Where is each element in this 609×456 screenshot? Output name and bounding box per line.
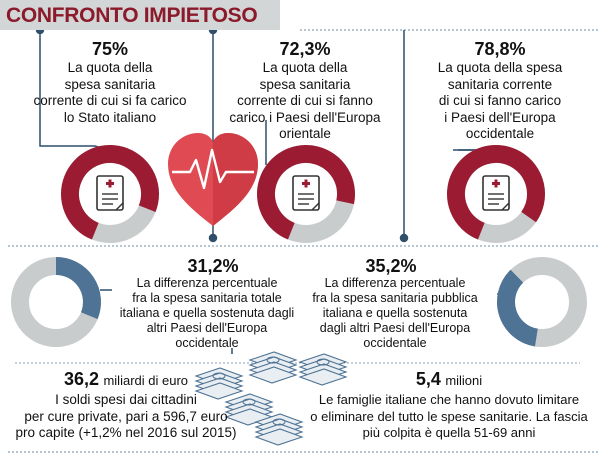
families-unit: milioni (445, 373, 483, 388)
stat-line: fra la spesa sanitaria pubblica (312, 291, 478, 305)
stat-line: o eliminare del tutto le spese sanitarie… (310, 408, 588, 424)
stat-value: 78,8% (474, 39, 526, 59)
stat-east-europe: 72,3% La quota della spesa sanitaria cor… (229, 38, 380, 143)
donut-top-3 (447, 145, 545, 243)
stat-line: sanitaria corrente (447, 76, 553, 92)
stat-line: I soldi spesi dai cittadini (55, 392, 197, 407)
medical-document-icon (482, 175, 510, 211)
stat-line: spesa sanitaria (64, 76, 156, 92)
donut-share (61, 145, 159, 240)
mid-stat-value-right: 35,2% (365, 256, 417, 276)
donut-share (497, 269, 539, 347)
money-bundle (224, 393, 274, 426)
money-bundle (194, 367, 244, 400)
mid-stat-public: La differenza percentuale fra la spesa s… (290, 276, 500, 351)
stat-line: altri Paesi dell'Europa (146, 321, 268, 335)
donut-share (257, 145, 355, 240)
money-stack-icon (194, 351, 348, 446)
title-bar (0, 0, 280, 30)
stat-line: per cure private, pari a 596,7 euro (24, 408, 228, 424)
stat-line: occidentale (465, 126, 535, 141)
stat-line: i Paesi dell'Europa (444, 109, 556, 125)
stat-line: spesa sanitaria (259, 76, 351, 92)
private-spending-unit: miliardi di euro (103, 373, 189, 388)
page-title: CONFRONTO IMPIETOSO (6, 4, 258, 27)
medical-document-icon (292, 175, 320, 211)
donut-mid-left (11, 257, 101, 347)
stat-line: fra la spesa sanitaria totale (132, 291, 282, 305)
stat-line: italiana e quella sostenuta (322, 306, 468, 320)
private-spending-number: 36,2 (63, 369, 100, 389)
stat-line: occidentale (175, 336, 239, 350)
stat-west-europe: 78,8% La quota della spesa sanitaria cor… (425, 38, 575, 143)
stat-line: pro capite (+1,2% nel 2016 sul 2015) (15, 425, 237, 440)
stat-line: La differenza percentuale (136, 276, 278, 290)
stat-line: più colpita è quella 51-69 anni (362, 425, 536, 440)
stat-line: dagli altri Paesi dell'Europa (319, 321, 471, 335)
mid-stat-value-left: 31,2% (187, 256, 239, 276)
stat-line: carico i Paesi dell'Europa (229, 109, 381, 125)
stat-value: 72,3% (279, 39, 331, 59)
stat-line: corrente di cui si fa carico (33, 93, 187, 108)
stat-line: corrente di cui si fanno (237, 93, 373, 108)
heart-pulse-icon (168, 133, 258, 226)
families-limiting: 5,4 milioni Le famiglie italiane che han… (294, 368, 604, 442)
mid-stat-total: La differenza percentuale fra la spesa s… (96, 276, 318, 351)
donut-top-2 (257, 145, 355, 243)
stat-line: Le famiglie italiane che hanno dovuto li… (318, 392, 580, 407)
stat-line: La quota della (262, 60, 348, 75)
stat-line: occidentale (363, 336, 427, 350)
stat-line: La quota della (67, 60, 153, 75)
stat-italy: 75% La quota della spesa sanitaria corre… (33, 38, 186, 126)
stat-line: di cui si fanno carico (438, 93, 562, 108)
stat-value: 75% (91, 39, 129, 59)
medical-document-icon (96, 175, 124, 211)
stat-line: La quota della spesa (437, 60, 563, 75)
donut-share (55, 257, 101, 320)
stat-line: lo Stato italiano (63, 109, 157, 125)
families-number: 5,4 (415, 369, 441, 389)
stat-line: La differenza percentuale (324, 276, 466, 290)
donut-top-1 (61, 145, 159, 243)
private-spending: 36,2 miliardi di euro I soldi spesi dai … (6, 368, 246, 442)
money-bundle (254, 413, 304, 446)
donut-share (447, 145, 545, 240)
donut-mid-right (497, 257, 587, 347)
stat-line: italiana e quella sostenuta dagli (119, 306, 295, 320)
money-bundle (298, 353, 348, 386)
stat-line: orientale (279, 126, 331, 141)
money-bundle (248, 351, 298, 384)
